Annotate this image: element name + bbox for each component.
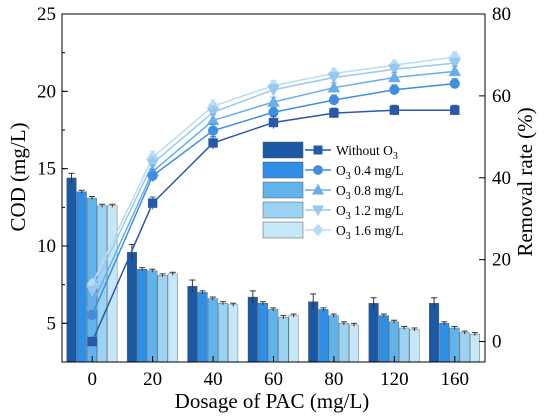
line-marker [389,105,400,115]
bar [258,303,269,363]
line-marker [206,107,220,119]
line-marker [268,107,279,118]
bar [228,304,239,363]
line-marker [267,85,280,97]
y-left-tick-label: 5 [47,313,57,334]
line-marker [448,64,462,77]
bar [147,270,158,363]
bar [338,323,349,363]
x-tick-label: 0 [87,369,97,390]
legend-label: O3 1.2 mg/L [336,203,404,222]
y-right-tick-label: 80 [492,4,511,25]
line-marker [449,78,460,89]
y-right-tick-label: 20 [492,250,511,271]
lines-layer [85,50,462,347]
legend-bar-swatch [262,181,304,199]
legend-label: O3 0.8 mg/L [336,183,404,202]
line-marker [389,84,400,95]
y-right-tick-label: 0 [492,332,502,353]
legend-bar-swatch [262,201,304,219]
bar [459,332,470,363]
bar [207,298,218,363]
line-marker [268,117,279,128]
bar [439,323,450,363]
bar [399,327,410,363]
y-axis-right-title: Removal rate (%) [513,107,537,256]
line-marker [327,81,341,93]
line-marker [311,183,325,195]
line-marker [207,125,219,136]
line-marker [147,198,158,208]
bar [187,286,198,363]
bar [389,321,400,363]
line-marker [448,58,462,70]
x-tick-label: 160 [441,369,470,390]
legend-label: O3 1.6 mg/L [336,223,404,242]
line-marker [329,108,339,118]
bar [328,315,339,363]
bar [268,309,279,363]
x-tick-label: 120 [380,369,409,390]
bar [197,292,208,363]
line-marker [147,170,158,181]
legend-label: Without O3 [336,143,398,162]
bar [308,301,319,363]
bar [368,303,379,363]
legend-label: O3 0.4 mg/L [336,163,404,182]
bar [157,275,168,363]
y-left-tick-label: 20 [37,81,56,102]
line-marker [313,145,323,155]
bar [107,205,118,363]
bar [378,315,389,363]
line-marker [87,309,98,321]
y-left-tick-label: 15 [37,159,56,180]
ticks-layer: 5 10 15 20 25 0 20 40 60 80 0 20 40 60 80 120 160 [37,4,511,390]
line-marker [450,105,460,115]
x-tick-label: 80 [324,369,343,390]
x-tick-label: 20 [143,369,162,390]
bar [76,191,87,363]
bar [137,269,148,363]
line-marker [388,64,401,76]
line-marker [267,95,280,107]
line-marker [208,138,218,148]
bar [278,316,289,363]
y-left-tick-label: 25 [37,4,56,25]
line-marker [146,158,159,170]
legend-bar-swatch [262,221,304,239]
y-right-tick-label: 60 [492,86,511,107]
bar [288,315,299,363]
y-axis-left-title: COD (mg/L) [6,122,30,231]
line-marker [327,72,341,84]
bar [349,324,360,363]
line-marker [87,336,97,347]
bar [126,251,137,363]
y-left-tick-label: 10 [37,236,56,257]
line-marker [328,94,340,106]
bar [429,303,440,363]
line-marker [311,205,325,217]
bar [469,333,480,363]
bar [247,296,258,363]
x-tick-label: 40 [204,369,223,390]
line-marker [388,70,401,83]
x-axis-title: Dosage of PAC (mg/L) [175,389,370,413]
bar [217,303,228,363]
bar [167,273,178,363]
line-marker [85,285,99,297]
line-marker [85,298,99,310]
x-tick-label: 60 [264,369,283,390]
bar [66,177,77,363]
legend-bar-swatch [262,161,304,179]
bar [409,329,420,363]
bar [318,309,329,363]
line-marker [313,165,323,175]
line-marker [312,223,324,237]
y-right-tick-label: 40 [492,168,511,189]
legend-bar-swatch [262,141,304,159]
